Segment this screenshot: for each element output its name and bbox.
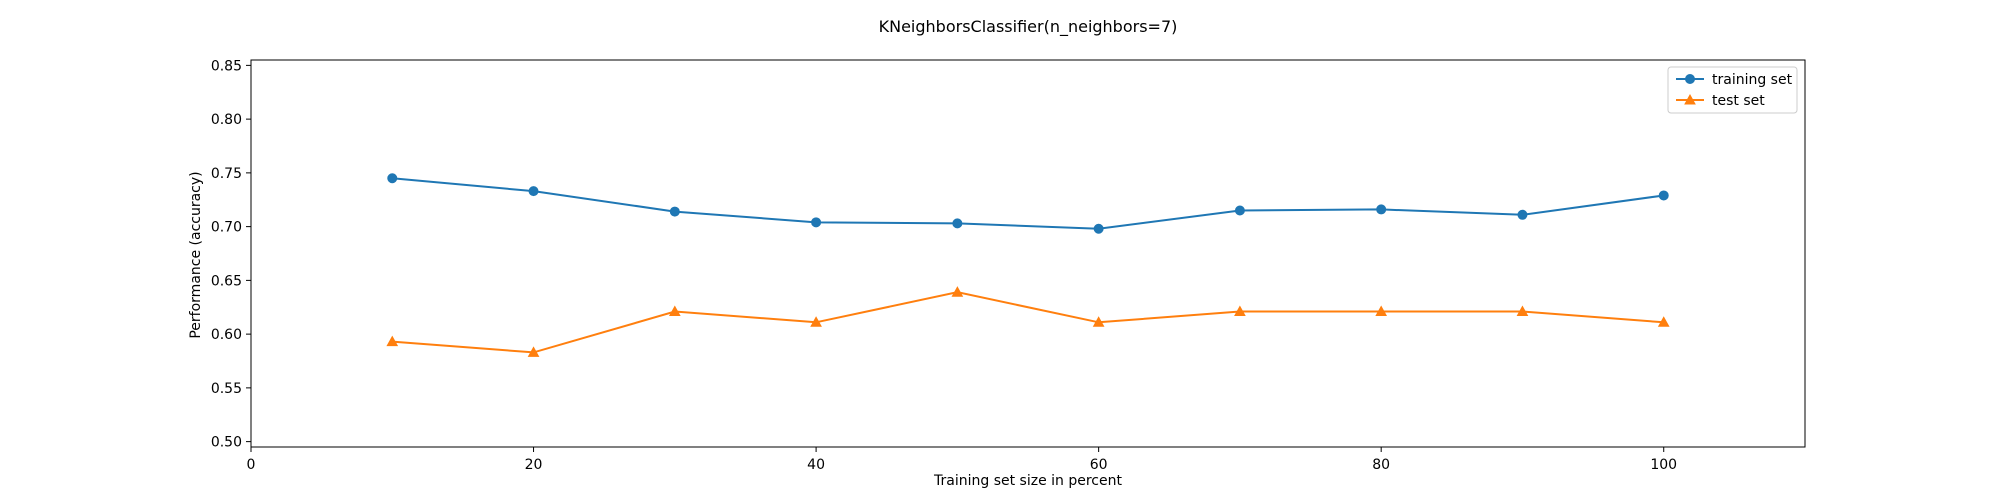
data-point-training-set bbox=[669, 206, 680, 217]
data-point-training-set bbox=[952, 218, 963, 229]
data-point-training-set bbox=[1234, 205, 1245, 216]
data-point-training-set bbox=[1517, 209, 1528, 220]
series-training-set bbox=[387, 173, 1669, 234]
y-tick-label: 0.65 bbox=[211, 273, 242, 289]
y-axis: 0.50 0.55 0.60 0.65 0.70 0.75 0.80 0.85 bbox=[211, 58, 251, 451]
legend-label-test-set: test set bbox=[1712, 93, 1765, 109]
x-axis: 0 20 40 60 80 100 bbox=[247, 447, 1677, 473]
data-point-test-set bbox=[810, 316, 822, 327]
chart-title: KNeighborsClassifier(n_neighbors=7) bbox=[879, 17, 1178, 37]
series-line-test-set bbox=[392, 291, 1664, 354]
data-point-test-set bbox=[1375, 305, 1388, 317]
series-test-set bbox=[386, 286, 1670, 357]
data-point-test-set bbox=[386, 335, 399, 347]
plot-border bbox=[250, 59, 1806, 448]
y-tick-label: 0.60 bbox=[211, 327, 242, 343]
data-point-training-set bbox=[811, 217, 822, 228]
data-point-test-set bbox=[1092, 316, 1105, 327]
x-tick-label: 20 bbox=[525, 457, 543, 473]
data-point-test-set bbox=[1516, 305, 1529, 317]
data-point-training-set bbox=[1093, 223, 1104, 234]
y-tick-label: 0.70 bbox=[211, 220, 242, 236]
x-tick-label: 40 bbox=[807, 457, 825, 473]
series-line-training-set bbox=[392, 177, 1664, 230]
series-layer bbox=[386, 173, 1670, 357]
data-point-test-set bbox=[527, 346, 540, 357]
x-tick-label: 80 bbox=[1372, 457, 1390, 473]
data-point-test-set bbox=[1657, 316, 1670, 327]
x-tick-label: 0 bbox=[247, 457, 256, 473]
legend-marker-training-set bbox=[1685, 74, 1695, 84]
legend-label-training-set: training set bbox=[1712, 72, 1793, 88]
y-axis-label: Performance (accuracy) bbox=[188, 171, 204, 338]
y-tick-label: 0.50 bbox=[211, 435, 242, 451]
data-point-training-set bbox=[387, 173, 398, 184]
plot-area bbox=[250, 59, 1806, 448]
legend-marker-test-set bbox=[1684, 93, 1696, 105]
x-axis-label: Training set size in percent bbox=[933, 473, 1122, 489]
data-point-training-set bbox=[1658, 190, 1669, 201]
data-point-test-set bbox=[1234, 305, 1246, 317]
data-point-training-set bbox=[1376, 204, 1387, 215]
legend: training set test set bbox=[1667, 66, 1798, 114]
y-tick-label: 0.80 bbox=[211, 112, 242, 128]
y-tick-label: 0.75 bbox=[211, 166, 242, 182]
data-point-training-set bbox=[528, 186, 539, 197]
data-point-test-set bbox=[668, 305, 681, 317]
y-tick-label: 0.55 bbox=[211, 381, 242, 397]
x-tick-label: 100 bbox=[1650, 457, 1677, 473]
x-tick-label: 60 bbox=[1090, 457, 1108, 473]
y-tick-label: 0.85 bbox=[211, 58, 242, 74]
data-point-test-set bbox=[951, 286, 964, 297]
